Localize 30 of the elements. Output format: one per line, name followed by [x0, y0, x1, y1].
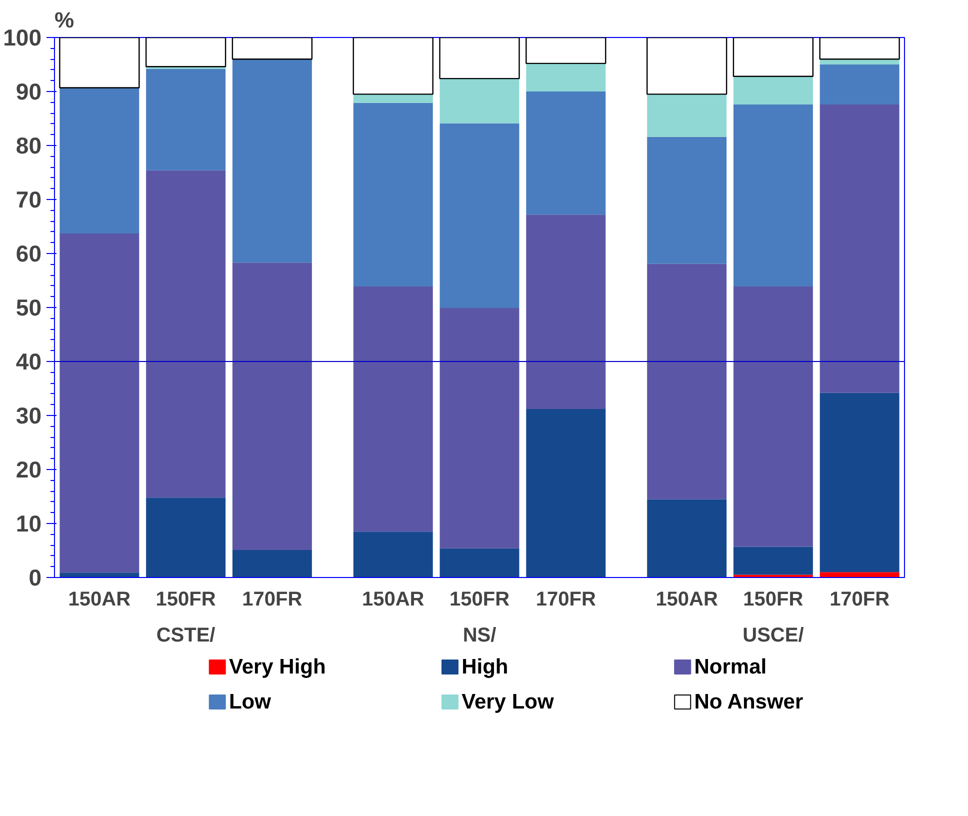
- legend-label: No Answer: [694, 690, 804, 714]
- text: NS/: [462, 624, 497, 646]
- y-tick-label: 0: [28, 564, 42, 590]
- y-tick-label: 10: [16, 510, 42, 536]
- legend-label: Normal: [694, 656, 767, 678]
- text: USCE/: [742, 624, 804, 646]
- x-tick-label: 170FR: [830, 588, 890, 610]
- y-tick-label: 100: [3, 24, 42, 50]
- legend-label: Low: [228, 690, 272, 714]
- y-tick-label: 50: [16, 294, 42, 320]
- legend-label: High: [462, 656, 508, 678]
- y-tick-label: 60: [16, 240, 42, 266]
- x-tick-label: 150FR: [449, 588, 510, 610]
- legend-label: Very Low: [462, 690, 554, 714]
- x-tick-label: 170FR: [242, 588, 303, 610]
- y-tick-label: 90: [16, 78, 42, 104]
- x-tick-label: 150FR: [156, 588, 216, 610]
- y-tick-label: 80: [16, 132, 42, 158]
- y-tick-label: 20: [16, 456, 42, 482]
- text: CSTE/: [156, 624, 216, 646]
- x-tick-label: 170FR: [536, 588, 596, 610]
- x-tick-label: 150AR: [362, 588, 425, 610]
- x-tick-label: 150FR: [743, 588, 804, 610]
- y-tick-label: 40: [16, 348, 42, 374]
- x-tick-label: 150AR: [656, 588, 718, 610]
- y-tick-label: 30: [16, 402, 42, 428]
- x-tick-label: 150AR: [68, 588, 132, 610]
- y-tick-label: 70: [16, 186, 42, 212]
- legend-label: Very High: [228, 656, 326, 678]
- y-axis-title: %: [54, 8, 74, 32]
